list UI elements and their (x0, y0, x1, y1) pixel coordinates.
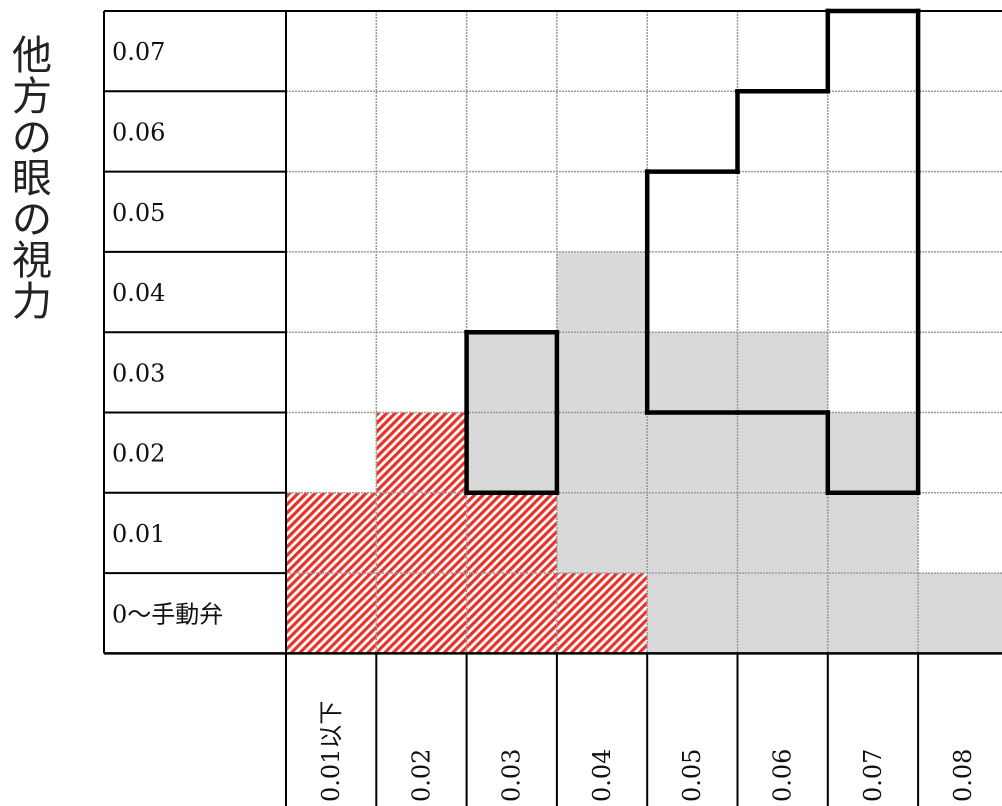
row-label: 0.03 (112, 359, 165, 387)
gray-cell (737, 332, 828, 413)
row-label: 0〜手動弁 (112, 600, 223, 628)
column-label: 0.01以下 (317, 701, 345, 802)
gray-cell (556, 492, 648, 574)
gray-cell (556, 412, 648, 493)
column-label: 0.02 (407, 749, 435, 802)
red-hatched-cell (286, 492, 377, 574)
row-label: 0.07 (112, 38, 165, 66)
gray-cell (466, 332, 557, 413)
row-label: 0.05 (112, 199, 165, 227)
gray-cell (647, 573, 738, 654)
column-label: 0.07 (859, 749, 887, 802)
row-label: 0.06 (112, 118, 165, 146)
column-label: 0.05 (678, 749, 706, 802)
gray-cell (918, 573, 1002, 654)
column-label: 0.06 (769, 749, 797, 802)
red-hatched-cell (466, 492, 557, 574)
column-label: 0.08 (949, 749, 977, 802)
gray-cell (827, 412, 919, 493)
gray-cell (556, 332, 648, 413)
y-axis-title: 他方の眼の視力 (12, 33, 52, 325)
red-hatched-cell (286, 573, 377, 654)
gray-cell (556, 251, 648, 333)
red-hatched-cell (556, 573, 648, 654)
gray-cell (647, 332, 738, 413)
gray-cell (737, 492, 828, 574)
gray-cell (827, 573, 919, 654)
gray-cell (737, 573, 828, 654)
gray-cell (827, 492, 919, 574)
red-hatched-cell (466, 573, 557, 654)
red-hatched-cell (376, 492, 467, 574)
column-label: 0.04 (588, 749, 616, 802)
gray-cell (466, 412, 557, 493)
red-hatched-cell (376, 573, 467, 654)
gray-cell (737, 412, 828, 493)
gray-cell (647, 412, 738, 493)
row-label: 0.01 (112, 520, 165, 548)
column-label: 0.03 (498, 749, 526, 802)
row-label: 0.02 (112, 440, 165, 468)
gray-cell (647, 492, 738, 574)
row-label: 0.04 (112, 279, 165, 307)
red-hatched-cell (376, 412, 467, 493)
